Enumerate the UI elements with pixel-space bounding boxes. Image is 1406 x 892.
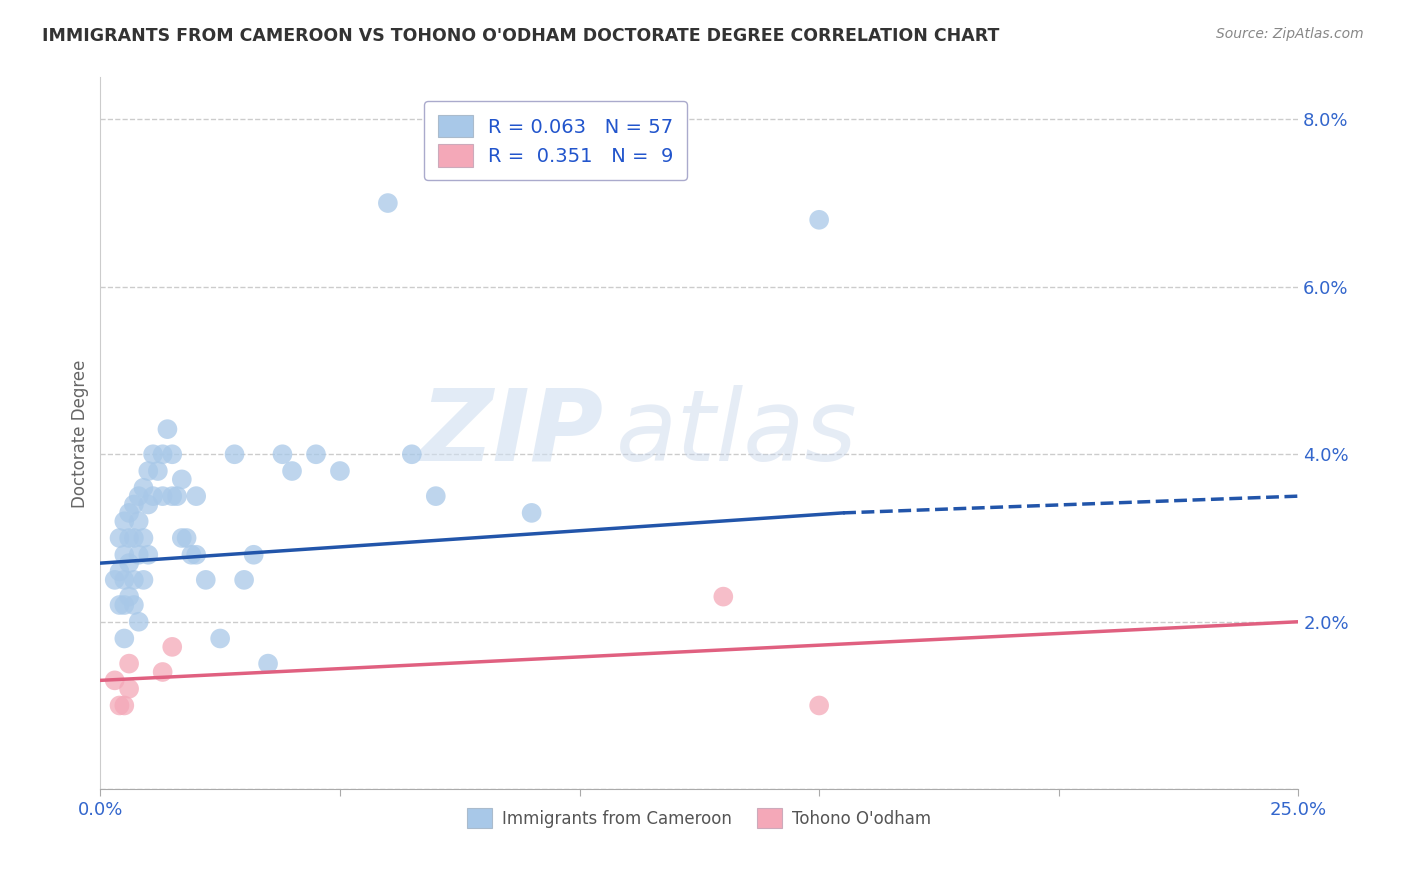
Point (242, 548, 264, 562)
Point (132, 531, 155, 545)
Point (108, 698, 131, 713)
Point (122, 573, 145, 587)
Point (305, 447, 328, 461)
Point (122, 498, 145, 512)
Point (128, 548, 150, 562)
Point (233, 573, 256, 587)
Point (160, 489, 183, 503)
Point (281, 464, 304, 478)
Point (425, 489, 447, 503)
Point (118, 556, 141, 570)
Point (112, 698, 135, 713)
Point (520, 506, 543, 520)
Point (118, 506, 141, 520)
Point (224, 447, 246, 461)
Point (136, 548, 159, 562)
Point (170, 472, 193, 486)
Point (377, 196, 399, 211)
Point (142, 489, 165, 503)
Point (112, 548, 135, 562)
Point (194, 573, 217, 587)
Point (132, 573, 155, 587)
Point (132, 481, 155, 495)
Point (166, 489, 188, 503)
Point (136, 498, 159, 512)
Point (142, 447, 165, 461)
Point (128, 615, 150, 629)
Point (122, 531, 145, 545)
Text: atlas: atlas (616, 384, 858, 482)
Point (112, 573, 135, 587)
Point (156, 422, 179, 436)
Point (136, 464, 159, 478)
Point (118, 681, 141, 696)
Point (170, 531, 193, 545)
Legend: Immigrants from Cameroon, Tohono O'odham: Immigrants from Cameroon, Tohono O'odham (461, 802, 938, 834)
Text: Source: ZipAtlas.com: Source: ZipAtlas.com (1216, 27, 1364, 41)
Point (112, 598, 135, 612)
Point (152, 489, 174, 503)
Point (104, 573, 127, 587)
Point (122, 598, 145, 612)
Point (118, 657, 141, 671)
Point (186, 548, 208, 562)
Point (152, 665, 174, 679)
Point (152, 447, 174, 461)
Point (329, 464, 352, 478)
Point (271, 447, 294, 461)
Point (209, 632, 232, 646)
Point (118, 590, 141, 604)
Point (808, 698, 831, 713)
Point (112, 514, 135, 528)
Point (108, 565, 131, 579)
Text: IMMIGRANTS FROM CAMEROON VS TOHONO O'ODHAM DOCTORATE DEGREE CORRELATION CHART: IMMIGRANTS FROM CAMEROON VS TOHONO O'ODH… (42, 27, 1000, 45)
Point (176, 531, 198, 545)
Point (146, 464, 169, 478)
Point (401, 447, 423, 461)
Point (180, 548, 202, 562)
Point (118, 531, 141, 545)
Point (108, 598, 131, 612)
Point (186, 489, 208, 503)
Point (108, 531, 131, 545)
Point (808, 212, 831, 227)
Point (711, 590, 734, 604)
Point (160, 640, 183, 654)
Point (104, 673, 127, 688)
Y-axis label: Doctorate Degree: Doctorate Degree (72, 359, 89, 508)
Point (257, 657, 280, 671)
Point (128, 489, 150, 503)
Text: ZIP: ZIP (420, 384, 603, 482)
Point (160, 447, 183, 461)
Point (128, 514, 150, 528)
Point (112, 632, 135, 646)
